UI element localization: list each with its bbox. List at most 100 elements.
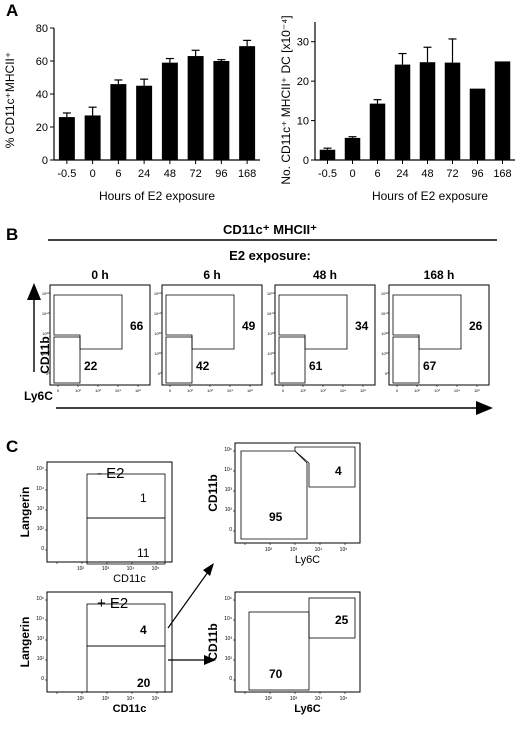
flow-b-xtick-label: 10⁴	[227, 388, 233, 393]
flow-b-xtick-label: 10³	[320, 388, 326, 393]
chart2-bar	[369, 103, 386, 160]
chart1-xtick-label: 96	[215, 168, 227, 180]
flow-c-ytick-label: 10³	[37, 636, 45, 642]
gate-lower	[278, 336, 306, 384]
flow-c-ytick-label: 0	[229, 676, 232, 682]
gate-lower	[165, 336, 193, 384]
flow-c-xtick-label: 10³	[102, 566, 110, 572]
panel-b-flow-plots: 0 h 66 22 10⁵ 10⁴ 10³ 10² 0 0 10² 10³ 10⁴ 10⁵ 6 h 49 42…	[42, 268, 490, 393]
gate-cd11b-high	[308, 597, 356, 639]
flow-b-ytick-label: 10⁵	[154, 291, 160, 296]
gate-lower-percent: 67	[423, 359, 437, 373]
flow-b-ytick-label: 0	[46, 371, 49, 376]
panel-label-c: C	[6, 437, 18, 456]
gate-langerin-low	[86, 517, 166, 565]
flow-b-xtick-label: 10⁴	[454, 388, 460, 393]
flow-c-ytick-label: 10⁴	[36, 486, 44, 492]
gate-cd11b-low	[240, 450, 308, 540]
chart2-bar	[469, 88, 486, 160]
flow-c-ytick-label: 10²	[225, 507, 233, 513]
timepoint-label: 48 h	[313, 268, 337, 282]
flow-b-ytick-label: 10³	[42, 331, 48, 336]
chart-percent-dc: 0 20 40 60 80 -0.5 0 6 24 48 72 96 168	[36, 23, 260, 180]
cd11b-axis-label: CD11b	[206, 623, 220, 660]
flow-c-xtick-label: 10⁴	[127, 696, 135, 702]
flow-c-xtick-label: 10⁵	[152, 696, 160, 702]
flow-b-xtick-label: 10³	[95, 388, 101, 393]
chart1-bar	[161, 62, 178, 160]
flow-b-xtick-label: 0	[57, 388, 60, 393]
langerin-axis-label: Langerin	[18, 617, 32, 668]
flow-c-xtick-label: 10³	[102, 696, 110, 702]
flow-c-xtick-label: 10⁴	[127, 566, 135, 572]
gate-cd11b-high	[294, 446, 356, 488]
flow-c-ytick-label: 10⁴	[224, 616, 232, 622]
flow-b-ytick-label: 10²	[381, 351, 387, 356]
chart-number-dc: 0 10 20 30 -0.5 0 6 24 48 72 96 168	[297, 22, 515, 180]
gate-langerin-low	[86, 645, 166, 693]
ly6c-axis-label: Ly6C	[295, 554, 320, 566]
flow-c-xtick-label: 10⁵	[152, 566, 160, 572]
chart1-xtick-label: 72	[190, 168, 202, 180]
panel-b-ylabel: CD11b	[38, 336, 52, 373]
chart2-bar	[319, 149, 336, 160]
chart2-ytick-label: 30	[297, 37, 309, 49]
flow-c-xtick-label: 10²	[77, 566, 85, 572]
flow-b-ytick-label: 0	[385, 371, 388, 376]
chart1-ylabel: % CD11c⁺MHCII⁺	[3, 52, 17, 148]
chart1-ytick-label: 0	[42, 155, 48, 167]
chart1-bar	[136, 85, 153, 160]
flow-b-ytick-label: 10³	[267, 331, 273, 336]
chart1-xlabel: Hours of E2 exposure	[99, 189, 215, 203]
panel-label-b: B	[6, 225, 18, 244]
flow-b-ytick-label: 10⁵	[42, 291, 48, 296]
gate-arrowhead-lower-icon	[204, 655, 216, 665]
panel-b-subheader: E2 exposure:	[229, 248, 311, 263]
chart2-xtick-label: 24	[396, 168, 408, 180]
flow-c-ytick-label: 10⁶	[224, 447, 232, 453]
chart2-xtick-label: 96	[471, 168, 483, 180]
flow-c-ytick-label: 10²	[37, 526, 45, 532]
chart2-xtick-label: 72	[446, 168, 458, 180]
gate-high-percent: 4	[335, 464, 342, 478]
flow-c-ytick-label: 10⁶	[36, 596, 44, 602]
gate-lower-percent: 42	[196, 359, 210, 373]
chart2-ytick-label: 10	[297, 116, 309, 128]
flow-b-ytick-label: 10⁵	[267, 291, 273, 296]
gate-low-percent: 11	[137, 546, 150, 560]
flow-b-ytick-label: 10⁴	[267, 311, 273, 316]
gate-arrow-upper	[167, 571, 209, 629]
flow-b-xtick-label: 10³	[207, 388, 213, 393]
chart2-bar	[494, 61, 511, 160]
flow-b-xtick-label: 0	[282, 388, 285, 393]
chart1-xtick-label: 48	[164, 168, 176, 180]
timepoint-label: 168 h	[424, 268, 455, 282]
flow-c-ytick-label: 0	[41, 676, 44, 682]
chart2-xtick-label: 48	[421, 168, 433, 180]
flow-c-xtick-label: 10⁴	[315, 547, 323, 553]
flow-c-ytick-label: 10⁶	[224, 596, 232, 602]
flow-b-xtick-label: 0	[169, 388, 172, 393]
flow-b-xtick-label: 10⁴	[340, 388, 346, 393]
treatment-label: + E2	[97, 595, 128, 612]
flow-b-xtick-label: 10⁵	[135, 388, 141, 393]
chart1-bar	[58, 117, 75, 160]
flow-c-xtick-label: 10⁵	[340, 696, 348, 702]
flow-c-xtick-label: 10³	[290, 696, 298, 702]
panel-b-xlabel: Ly6C	[24, 389, 53, 403]
gate-high-percent: 25	[335, 613, 349, 627]
flow-b-xtick-label: 10⁵	[247, 388, 253, 393]
chart2-ylabel: No. CD11c⁺ MHCII⁺ DC [x10⁻⁴]	[279, 15, 293, 184]
flow-c-ytick-label: 10⁴	[224, 467, 232, 473]
flow-c-ytick-label: 0	[41, 546, 44, 552]
chart1-ytick-label: 80	[36, 23, 48, 35]
ly6c-arrowhead-icon	[476, 401, 493, 415]
gate-upper-percent: 26	[469, 319, 483, 333]
flow-b-xtick-label: 10⁵	[474, 388, 480, 393]
chart1-xtick-label: 168	[238, 168, 256, 180]
gate-upper-percent: 34	[355, 319, 369, 333]
panel-label-a: A	[6, 1, 18, 20]
chart2-ytick-label: 0	[303, 155, 309, 167]
gate-lower-percent: 61	[309, 359, 323, 373]
